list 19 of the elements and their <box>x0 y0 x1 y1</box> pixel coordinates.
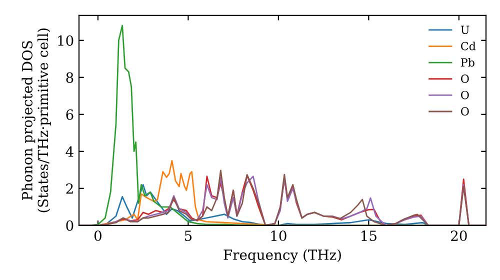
legend-label: Pb <box>461 58 474 67</box>
x-tick-label: 0 <box>94 230 102 242</box>
x-tick-label: 15 <box>362 230 376 242</box>
y-axis-title: Phonon projected DOS (States/THz·primitive cell) <box>22 28 51 212</box>
y-tick-label: 10 <box>58 35 74 46</box>
y-tick-label: 2 <box>66 183 73 194</box>
y-tick-label: 8 <box>66 72 74 83</box>
y-tick-label: 4 <box>66 146 74 157</box>
y-tick-label: 6 <box>66 109 74 120</box>
y-tick-label: 0 <box>66 220 74 231</box>
x-tick-label: 20 <box>451 230 467 242</box>
legend-label: O <box>461 107 469 116</box>
legend-label: Cd <box>461 42 476 50</box>
legend-label: U <box>460 26 470 34</box>
legend-label: O <box>461 74 469 83</box>
x-tick-label: 10 <box>271 230 286 242</box>
legend-label: O <box>461 90 469 100</box>
x-axis-title: Frequency (THz) <box>224 249 341 263</box>
x-tick-label: 5 <box>184 230 192 242</box>
